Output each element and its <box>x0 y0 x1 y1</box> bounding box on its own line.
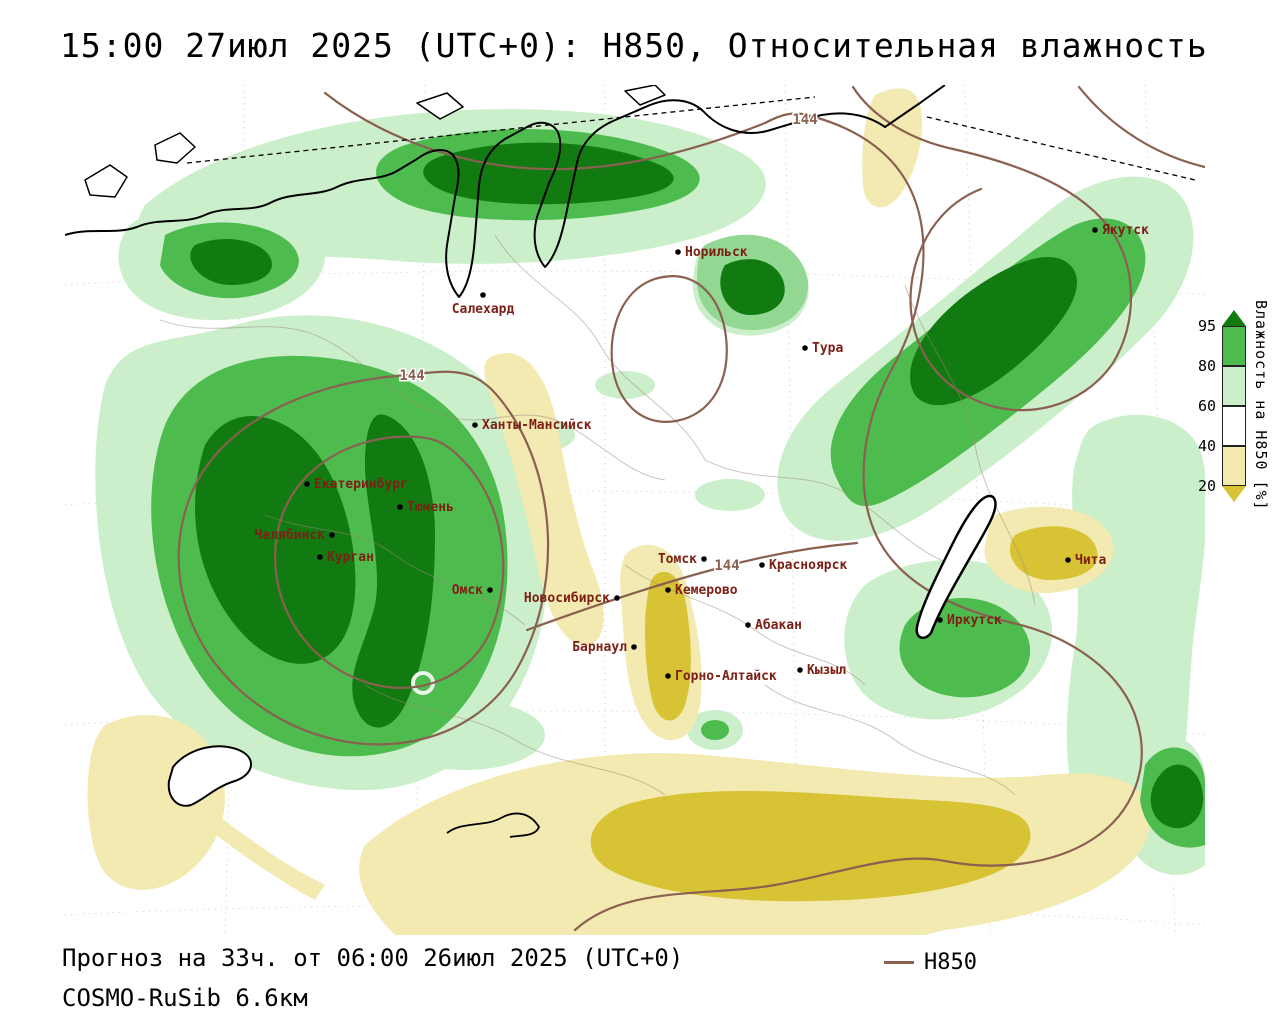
city-label: Тура <box>812 341 843 356</box>
city-marker: Чита <box>1065 553 1106 568</box>
city-dot <box>665 673 671 679</box>
city-marker: Тюмень <box>397 500 454 515</box>
city-label: Новосибирск <box>524 591 610 606</box>
city-marker: Кемерово <box>665 583 738 598</box>
city-dot <box>802 345 808 351</box>
city-dot <box>937 617 943 623</box>
city-dot <box>745 622 751 628</box>
city-dot <box>665 587 671 593</box>
lake-baikal <box>915 494 997 640</box>
city-dot <box>797 667 803 673</box>
colorbar-tick: 40 <box>1197 437 1216 455</box>
h850-line-label: H850 <box>924 950 977 975</box>
city-marker: Барнаул <box>572 640 637 655</box>
colorbar <box>1222 310 1246 502</box>
city-marker: Новосибирск <box>524 591 620 606</box>
city-marker: Горно-Алтайск <box>665 669 777 684</box>
lake-balkhash <box>167 745 252 807</box>
city-dot <box>329 532 335 538</box>
contour-label-layer: 144 144 144 <box>398 111 819 576</box>
colorbar-title: Влажность на H850 [%] <box>1252 300 1270 511</box>
city-marker: Челябинск <box>255 528 335 543</box>
city-marker: Салехард <box>452 292 515 317</box>
city-label: Барнаул <box>572 640 627 655</box>
city-dot <box>1065 557 1071 563</box>
city-label: Салехард <box>452 302 515 317</box>
line-legend: H850 <box>884 950 977 975</box>
h850-contours <box>177 85 1205 932</box>
city-label: Ханты-Мансийск <box>482 418 592 433</box>
city-dot <box>759 562 765 568</box>
city-label: Якутск <box>1102 223 1149 238</box>
city-marker: Красноярск <box>759 558 847 573</box>
city-dot <box>397 504 403 510</box>
city-label: Чита <box>1075 553 1106 568</box>
city-marker: Якутск <box>1092 223 1149 238</box>
humidity-area-20-minus <box>590 526 1098 902</box>
city-dot <box>317 554 323 560</box>
colorbar-segment <box>1222 366 1246 406</box>
forecast-info: Прогноз на 33ч. от 06:00 26июл 2025 (UTC… <box>62 944 684 972</box>
colorbar-arrow-bottom <box>1222 486 1246 502</box>
city-dot <box>304 481 310 487</box>
island <box>624 85 666 106</box>
city-label: Екатеринбург <box>314 477 408 492</box>
contour-value-label: 144 <box>714 558 739 574</box>
city-label: Норильск <box>685 245 748 260</box>
city-marker: Томск <box>658 552 707 567</box>
city-dot <box>675 249 681 255</box>
city-label: Томск <box>658 552 697 567</box>
city-marker: Омск <box>452 583 493 598</box>
island <box>416 92 464 120</box>
city-label: Абакан <box>755 618 802 633</box>
city-dot <box>487 587 493 593</box>
city-marker: Норильск <box>675 245 748 260</box>
city-label: Кызыл <box>807 663 846 678</box>
coastline <box>65 85 997 838</box>
city-label: Горно-Алтайск <box>675 669 777 684</box>
model-info: COSMO-RuSib 6.6км <box>62 984 308 1012</box>
colorbar-arrow-top <box>1222 310 1246 326</box>
city-marker: Иркутск <box>937 613 1002 628</box>
city-marker: Ханты-Мансийск <box>472 418 592 433</box>
city-dot <box>1092 227 1098 233</box>
island <box>84 164 128 198</box>
city-marker: Абакан <box>745 618 802 633</box>
h850-line-sample <box>884 961 914 964</box>
city-label: Курган <box>327 550 374 565</box>
colorbar-tick: 80 <box>1197 357 1216 375</box>
city-dot <box>472 422 478 428</box>
river <box>446 812 540 838</box>
city-dot <box>614 595 620 601</box>
colorbar-ticks: 95 80 60 40 20 <box>1184 310 1216 502</box>
colorbar-tick: 20 <box>1197 477 1216 495</box>
city-label: Красноярск <box>769 558 847 573</box>
city-label: Иркутск <box>947 613 1002 628</box>
city-dot <box>701 556 707 562</box>
colorbar-tick: 95 <box>1197 317 1216 335</box>
page-title: 15:00 27июл 2025 (UTC+0): H850, Относите… <box>60 26 1208 65</box>
city-marker: Кызыл <box>797 663 846 678</box>
colorbar-segment <box>1222 406 1246 446</box>
city-marker: Курган <box>317 550 374 565</box>
city-dot <box>631 644 637 650</box>
colorbar-segment <box>1222 446 1246 486</box>
contour-value-label: 144 <box>792 112 817 128</box>
city-marker: Тура <box>802 341 843 356</box>
colorbar-segment <box>1222 326 1246 366</box>
city-label: Челябинск <box>255 528 326 543</box>
city-layer: Норильск Салехард Тура Якутск Ханты-Мансийск… <box>255 223 1150 684</box>
colorbar-tick: 60 <box>1197 397 1216 415</box>
contour-value-label: 144 <box>399 368 424 384</box>
city-marker: Екатеринбург <box>304 477 408 492</box>
humidity-map: 144 144 144 Норильск Салехард Тура Якутск Хант… <box>65 85 1205 935</box>
island <box>154 132 196 164</box>
city-label: Омск <box>452 583 483 598</box>
domain-boundary-dashes <box>186 96 1196 181</box>
city-label: Тюмень <box>407 500 454 515</box>
city-label: Кемерово <box>675 583 738 598</box>
city-dot <box>480 292 486 298</box>
admin-boundaries <box>159 234 1036 796</box>
